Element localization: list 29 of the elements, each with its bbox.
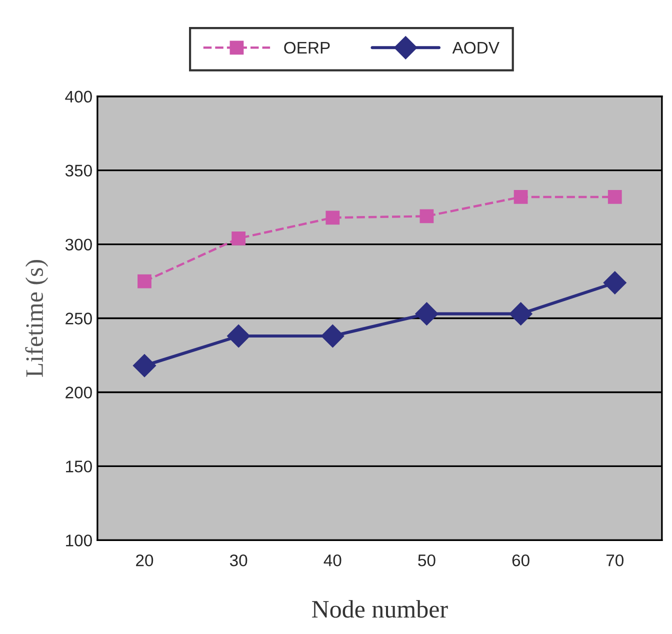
point bbox=[509, 302, 532, 326]
point bbox=[227, 324, 250, 348]
x-tick-label: 20 bbox=[136, 554, 154, 566]
point bbox=[326, 210, 340, 225]
point bbox=[603, 271, 626, 294]
x-tick-label: 50 bbox=[418, 554, 436, 566]
y-tick-label: 200 bbox=[66, 386, 92, 398]
x-tick-label: 30 bbox=[230, 554, 248, 566]
y-tick-label: 250 bbox=[66, 312, 92, 324]
y-tick-label: 400 bbox=[65, 90, 92, 103]
x-axis-title: Node number bbox=[312, 600, 448, 618]
point bbox=[321, 324, 344, 348]
point bbox=[232, 231, 246, 246]
y-tick-label: 150 bbox=[66, 460, 92, 472]
x-tick-label: 60 bbox=[512, 554, 530, 566]
point bbox=[420, 209, 434, 224]
point bbox=[608, 190, 622, 204]
y-tick-label: 100 bbox=[66, 534, 92, 546]
x-tick-label: 40 bbox=[324, 554, 342, 566]
y-tick-label: 350 bbox=[65, 164, 92, 177]
y-axis-title: Lifetime (s) bbox=[25, 260, 48, 377]
y-tick-label: 300 bbox=[65, 238, 92, 251]
point bbox=[132, 354, 156, 378]
x-tick-label: 70 bbox=[606, 554, 624, 566]
point bbox=[138, 274, 152, 288]
legend-label: OERP bbox=[284, 42, 330, 54]
point bbox=[514, 190, 528, 204]
point bbox=[415, 302, 438, 326]
legend-label: AODV bbox=[452, 42, 500, 54]
